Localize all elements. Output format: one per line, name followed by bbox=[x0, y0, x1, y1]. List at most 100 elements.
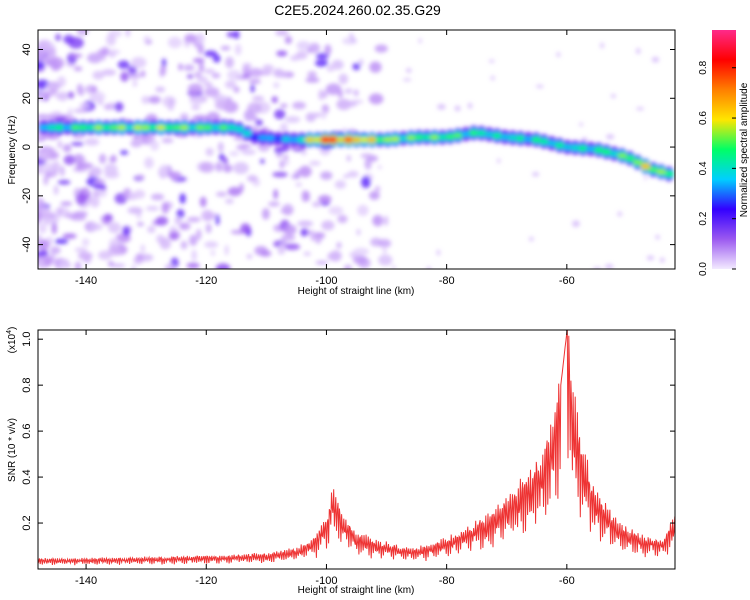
noise-blob bbox=[315, 59, 329, 67]
noise-blob bbox=[331, 59, 344, 70]
chart-title: C2E5.2024.260.02.35.G29 bbox=[274, 2, 441, 18]
noise-blob bbox=[59, 260, 68, 269]
x-tick-label: -120 bbox=[195, 275, 217, 287]
noise-blob bbox=[58, 206, 63, 216]
noise-blob bbox=[300, 149, 307, 156]
noise-blob bbox=[356, 228, 361, 236]
noise-blob bbox=[347, 170, 359, 178]
noise-blob bbox=[203, 81, 213, 88]
ridge-segment bbox=[171, 125, 182, 130]
y-tick-label: 0.4 bbox=[21, 469, 33, 484]
noise-blob bbox=[532, 171, 540, 177]
noise-blob bbox=[241, 149, 256, 155]
ridge-segment bbox=[289, 137, 300, 142]
noise-blob bbox=[183, 64, 195, 72]
ridge-segment bbox=[70, 125, 81, 130]
ridge-segment bbox=[148, 125, 159, 130]
noise-blob bbox=[52, 111, 62, 117]
ridge-segment bbox=[460, 132, 471, 136]
noise-blob bbox=[53, 185, 59, 196]
ridge-segment bbox=[140, 125, 151, 130]
ridge-segment bbox=[648, 167, 659, 172]
ridge-segment bbox=[124, 125, 135, 130]
ridge-segment bbox=[538, 139, 549, 144]
noise-blob bbox=[328, 206, 344, 216]
ridge-segment bbox=[570, 145, 581, 150]
noise-blob bbox=[346, 155, 351, 162]
noise-blob bbox=[225, 96, 233, 103]
noise-blob bbox=[195, 228, 202, 241]
ridge-segment bbox=[578, 146, 589, 151]
ridge-segment bbox=[46, 125, 57, 130]
spectrogram-noise-layer bbox=[38, 30, 665, 269]
noise-blob bbox=[636, 106, 645, 111]
noise-blob bbox=[167, 36, 182, 49]
noise-blob bbox=[38, 60, 45, 71]
noise-blob bbox=[57, 179, 71, 185]
noise-blob bbox=[334, 180, 347, 189]
noise-blob bbox=[617, 211, 623, 217]
noise-blob bbox=[312, 112, 322, 118]
ridge-segment bbox=[218, 125, 229, 130]
noise-blob bbox=[296, 40, 311, 51]
noise-blob bbox=[57, 140, 63, 149]
noise-blob bbox=[55, 33, 62, 42]
noise-blob bbox=[315, 53, 329, 60]
ridge-segment bbox=[624, 156, 635, 161]
ridge-segment bbox=[195, 125, 206, 130]
noise-blob bbox=[247, 102, 262, 114]
noise-blob bbox=[47, 116, 55, 121]
noise-blob bbox=[295, 182, 303, 187]
noise-blob bbox=[229, 151, 240, 156]
noise-blob bbox=[52, 160, 61, 173]
noise-blob bbox=[581, 137, 588, 142]
ridge-segment bbox=[93, 125, 104, 130]
ridge-segment bbox=[335, 137, 346, 142]
noise-blob bbox=[49, 82, 62, 88]
noise-blob bbox=[232, 161, 249, 174]
noise-blob bbox=[368, 190, 380, 200]
colorbar-tick-label: 0.8 bbox=[698, 60, 709, 74]
noise-blob bbox=[215, 263, 231, 269]
noise-blob bbox=[342, 174, 350, 179]
noise-blob bbox=[285, 116, 301, 124]
noise-blob bbox=[255, 119, 263, 127]
noise-blob bbox=[322, 90, 328, 99]
noise-blob bbox=[295, 50, 308, 60]
noise-blob bbox=[651, 56, 660, 63]
noise-blob bbox=[291, 173, 296, 180]
noise-blob bbox=[635, 48, 641, 55]
noise-blob bbox=[336, 242, 342, 249]
noise-blob bbox=[224, 80, 237, 89]
noise-blob bbox=[579, 122, 583, 127]
noise-blob bbox=[178, 63, 183, 71]
noise-blob bbox=[215, 161, 223, 172]
noise-blob bbox=[197, 76, 208, 83]
ridge-segment bbox=[585, 147, 596, 151]
noise-blob bbox=[78, 102, 90, 109]
ridge-segment bbox=[132, 125, 143, 130]
noise-blob bbox=[253, 115, 258, 122]
spectrogram-x-axis: -140 -120 -100 -80 -60 bbox=[75, 30, 575, 287]
noise-blob bbox=[101, 69, 117, 76]
noise-blob bbox=[195, 32, 205, 45]
noise-blob bbox=[125, 30, 131, 37]
noise-blob bbox=[283, 224, 297, 236]
noise-blob bbox=[273, 188, 278, 200]
noise-blob bbox=[140, 70, 146, 78]
ridge-segment bbox=[601, 150, 612, 154]
noise-blob bbox=[161, 137, 174, 144]
noise-blob bbox=[84, 138, 100, 146]
noise-blob bbox=[106, 33, 117, 46]
ridge-segment bbox=[359, 137, 370, 142]
noise-blob bbox=[300, 228, 308, 237]
noise-blob bbox=[418, 38, 422, 44]
noise-blob bbox=[88, 95, 102, 101]
x-tick-label: -80 bbox=[439, 275, 455, 287]
noise-blob bbox=[73, 66, 83, 72]
ridge-segment bbox=[343, 137, 354, 142]
spectrogram-ridge-layer bbox=[39, 120, 674, 182]
noise-blob bbox=[81, 238, 90, 247]
noise-blob bbox=[180, 240, 188, 250]
ridge-segment bbox=[351, 137, 362, 142]
